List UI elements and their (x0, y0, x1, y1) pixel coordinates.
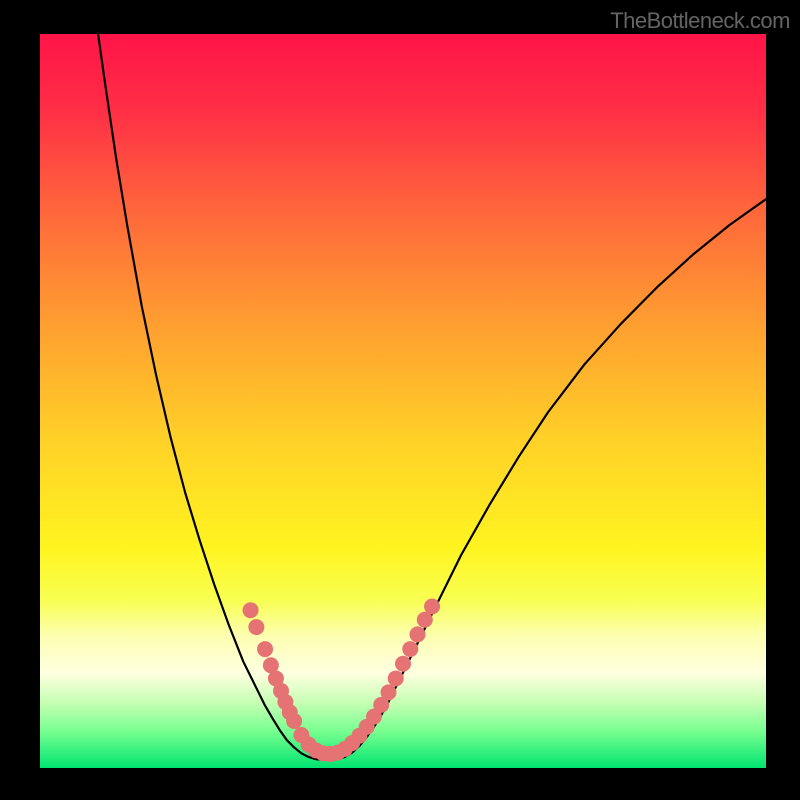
curve-marker (286, 713, 302, 729)
curve-marker (243, 602, 259, 618)
chart-container: TheBottleneck.com (0, 0, 800, 800)
curve-marker (402, 641, 418, 657)
curve-marker (410, 626, 426, 642)
curve-marker (380, 684, 396, 700)
curve-marker (395, 656, 411, 672)
curve-marker (248, 619, 264, 635)
curve-marker (257, 641, 273, 657)
curve-marker (424, 599, 440, 615)
curve-marker (388, 670, 404, 686)
chart-svg (40, 34, 766, 768)
watermark-text: TheBottleneck.com (610, 8, 790, 34)
plot-area (40, 34, 766, 768)
